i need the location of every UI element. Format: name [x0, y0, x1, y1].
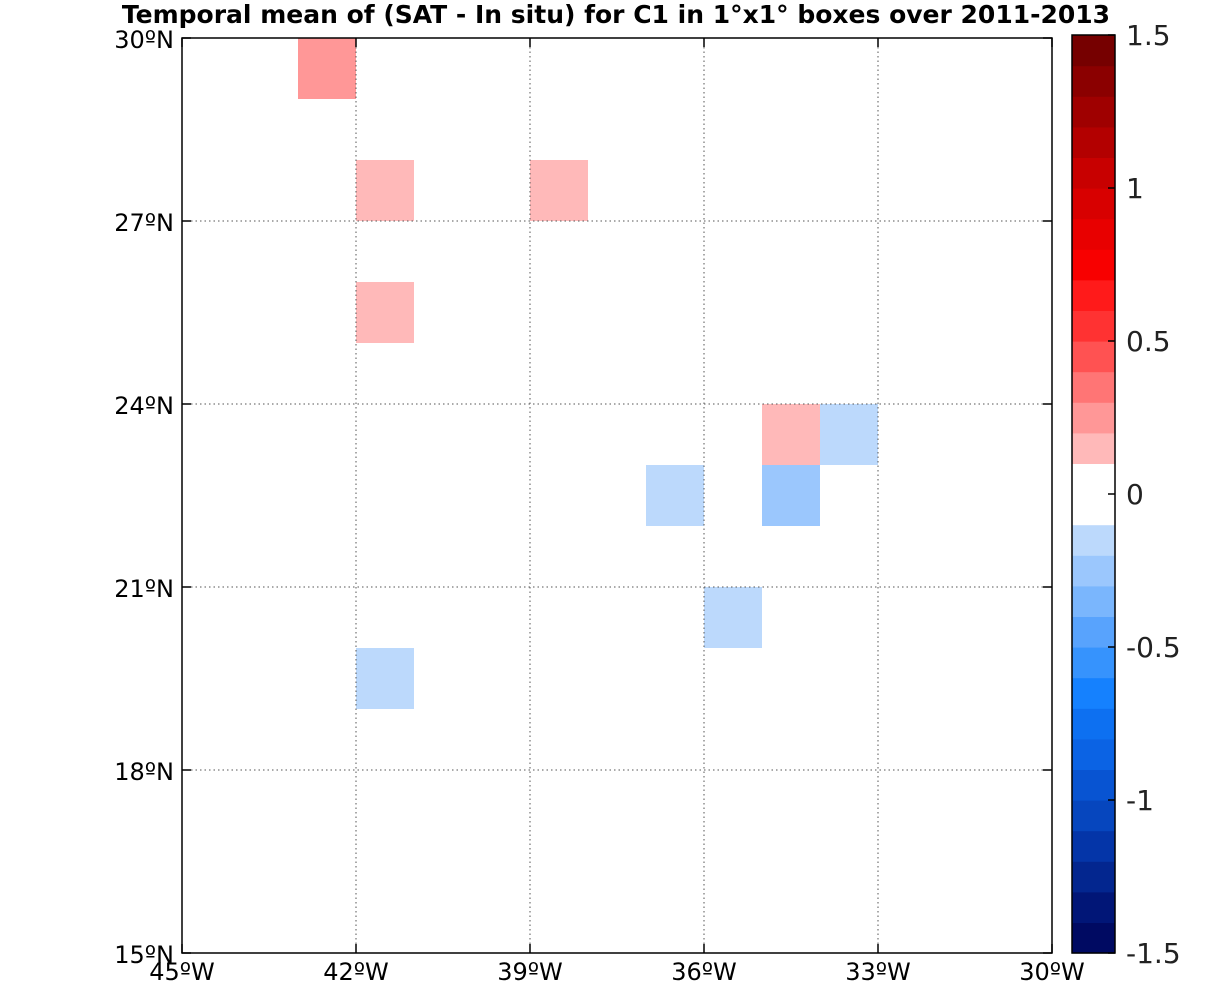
x-tick-label-5: 30ºW [1019, 958, 1085, 984]
colorbar-bin-20 [1072, 310, 1115, 342]
heatmap-cell-10 [588, 404, 646, 465]
colorbar-bin-0 [1072, 922, 1115, 954]
y-tick-label-5: 15ºN [114, 941, 174, 969]
colorbar-bin-13 [1072, 524, 1115, 556]
colorbar-bin-9 [1072, 647, 1115, 679]
heatmap-cell-8 [878, 343, 936, 404]
colorbar-tick-label-6: -1.5 [1126, 937, 1181, 970]
y-tick-label-4: 18ºN [114, 758, 174, 786]
colorbar-tick-label-3: 0 [1126, 478, 1144, 511]
colorbar: 1.5 1 0.5 0 -0.5 -1 -1.5 [1071, 19, 1181, 970]
x-tick-label-3: 36ºW [671, 958, 737, 984]
colorbar-bin-7 [1072, 708, 1115, 740]
colorbar-bin-26 [1072, 126, 1115, 158]
y-tick-label-1: 27ºN [114, 209, 174, 237]
axis-ticks [181, 37, 1053, 954]
heatmap-cell-12 [820, 404, 878, 465]
heatmap-cell-5 [356, 282, 414, 343]
y-tick-label-3: 21ºN [114, 575, 174, 603]
colorbar-bin-29 [1072, 35, 1115, 67]
colorbar-bin-21 [1072, 279, 1115, 311]
colorbar-bin-5 [1072, 769, 1115, 801]
colorbar-bin-1 [1072, 891, 1115, 923]
colorbar-bin-10 [1072, 616, 1115, 648]
colorbar-bin-17 [1072, 402, 1115, 434]
colorbar-bin-2 [1072, 861, 1115, 893]
colorbar-tick-label-1: 1 [1126, 172, 1144, 205]
heatmap-cell-14 [646, 465, 704, 526]
colorbar-bin-22 [1072, 249, 1115, 281]
heatmap-cell-11 [762, 404, 820, 465]
colorbar-bin-15 [1072, 463, 1115, 495]
colorbar-bin-27 [1072, 96, 1115, 128]
colorbar-bin-4 [1072, 800, 1115, 832]
colorbar-bin-23 [1072, 218, 1115, 250]
heatmap-cell-16 [704, 587, 762, 648]
colorbar-bin-25 [1072, 157, 1115, 189]
colorbar-bin-18 [1072, 371, 1115, 403]
x-tick-label-4: 33ºW [845, 958, 911, 984]
colorbar-tick-label-4: -0.5 [1126, 631, 1181, 664]
heatmap-cell-3 [414, 160, 472, 221]
plot-frame [181, 37, 1053, 954]
heatmap-cell-9 [530, 404, 588, 465]
colorbar-bin-12 [1072, 555, 1115, 587]
heatmap-cells [298, 38, 936, 709]
chart-title: Temporal mean of (SAT - In situ) for C1 … [122, 0, 1110, 29]
heatmap-cell-13 [878, 404, 936, 465]
heatmap-cell-0 [298, 38, 356, 99]
heatmap-cell-2 [356, 160, 414, 221]
x-tick-label-2: 39ºW [497, 958, 563, 984]
colorbar-bin-6 [1072, 738, 1115, 770]
heatmap-cell-1 [704, 99, 762, 160]
colorbar-bin-8 [1072, 677, 1115, 709]
x-tick-label-1: 42ºW [323, 958, 389, 984]
colorbar-tick-label-0: 1.5 [1126, 19, 1171, 52]
heatmap-cell-4 [530, 160, 588, 221]
heatmap-cell-7 [762, 282, 820, 343]
colorbar-bin-3 [1072, 830, 1115, 862]
colorbar-tick-label-2: 0.5 [1126, 325, 1171, 358]
x-tick-labels: 45ºW 42ºW 39ºW 36ºW 33ºW 30ºW [149, 958, 1085, 984]
colorbar-bin-24 [1072, 188, 1115, 220]
colorbar-bin-19 [1072, 341, 1115, 373]
y-tick-label-0: 30ºN [114, 26, 174, 54]
colorbar-tick-label-5: -1 [1126, 784, 1154, 817]
colorbar-bin-14 [1072, 494, 1115, 526]
y-tick-labels: 30ºN 27ºN 24ºN 21ºN 18ºN 15ºN [114, 26, 174, 969]
y-tick-label-2: 24ºN [114, 392, 174, 420]
heatmap-cell-17 [356, 648, 414, 709]
heatmap-cell-6 [530, 282, 588, 343]
colorbar-bin-11 [1072, 585, 1115, 617]
colorbar-bin-16 [1072, 432, 1115, 464]
heatmap-cell-15 [762, 465, 820, 526]
colorbar-bin-28 [1072, 65, 1115, 97]
grid-lines [182, 38, 1052, 953]
x-tick-label-0: 45ºW [149, 958, 215, 984]
